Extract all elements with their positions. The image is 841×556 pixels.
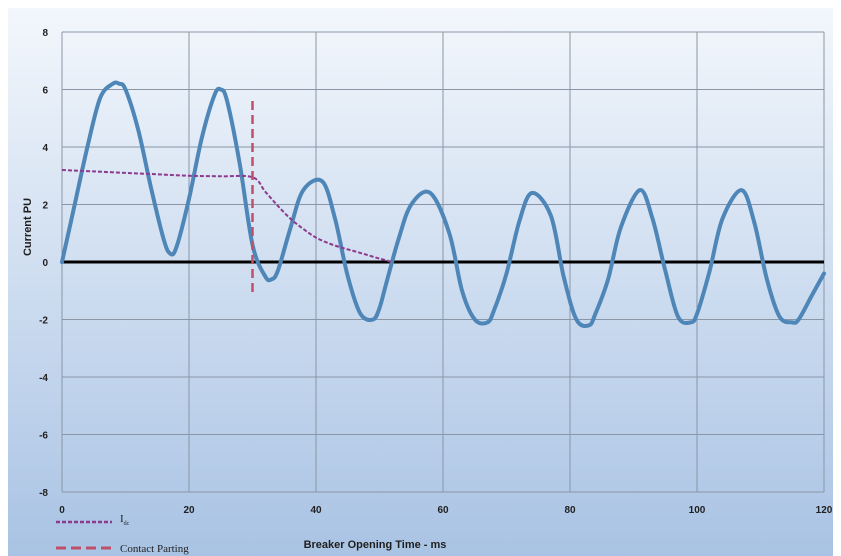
y-tick-label: 6 [42, 86, 48, 97]
legend-idc-name: I [120, 513, 124, 525]
x-tick-label: 0 [59, 505, 65, 516]
y-tick-label: -6 [39, 431, 48, 442]
y-tick-label: -4 [39, 373, 48, 384]
x-tick-label: 40 [310, 505, 322, 516]
legend: Idc Contact Parting [56, 513, 189, 555]
y-tick-label: -8 [39, 488, 48, 499]
y-tick-label: 0 [42, 258, 48, 269]
x-tick-label: 80 [564, 505, 576, 516]
series-layer [60, 80, 826, 328]
x-tick-label: 20 [183, 505, 195, 516]
current-waveform-line [60, 80, 826, 328]
legend-idc-subscript: dc [124, 521, 130, 527]
x-tick-label: 60 [437, 505, 449, 516]
x-tick-label: 120 [816, 505, 833, 516]
y-tick-label: 8 [42, 28, 48, 39]
x-tick-label: 100 [689, 505, 706, 516]
legend-contact-label: Contact Parting [120, 543, 189, 555]
chart-background [8, 8, 833, 556]
legend-idc-label: Idc [120, 513, 130, 527]
idc-dashed-line [61, 169, 393, 263]
x-axis-title: Breaker Opening Time - ms [304, 539, 447, 551]
y-tick-label: 4 [42, 143, 48, 154]
y-tick-label: 2 [42, 201, 48, 212]
y-tick-label: -2 [39, 316, 48, 327]
y-axis-title: Current PU [22, 198, 34, 256]
